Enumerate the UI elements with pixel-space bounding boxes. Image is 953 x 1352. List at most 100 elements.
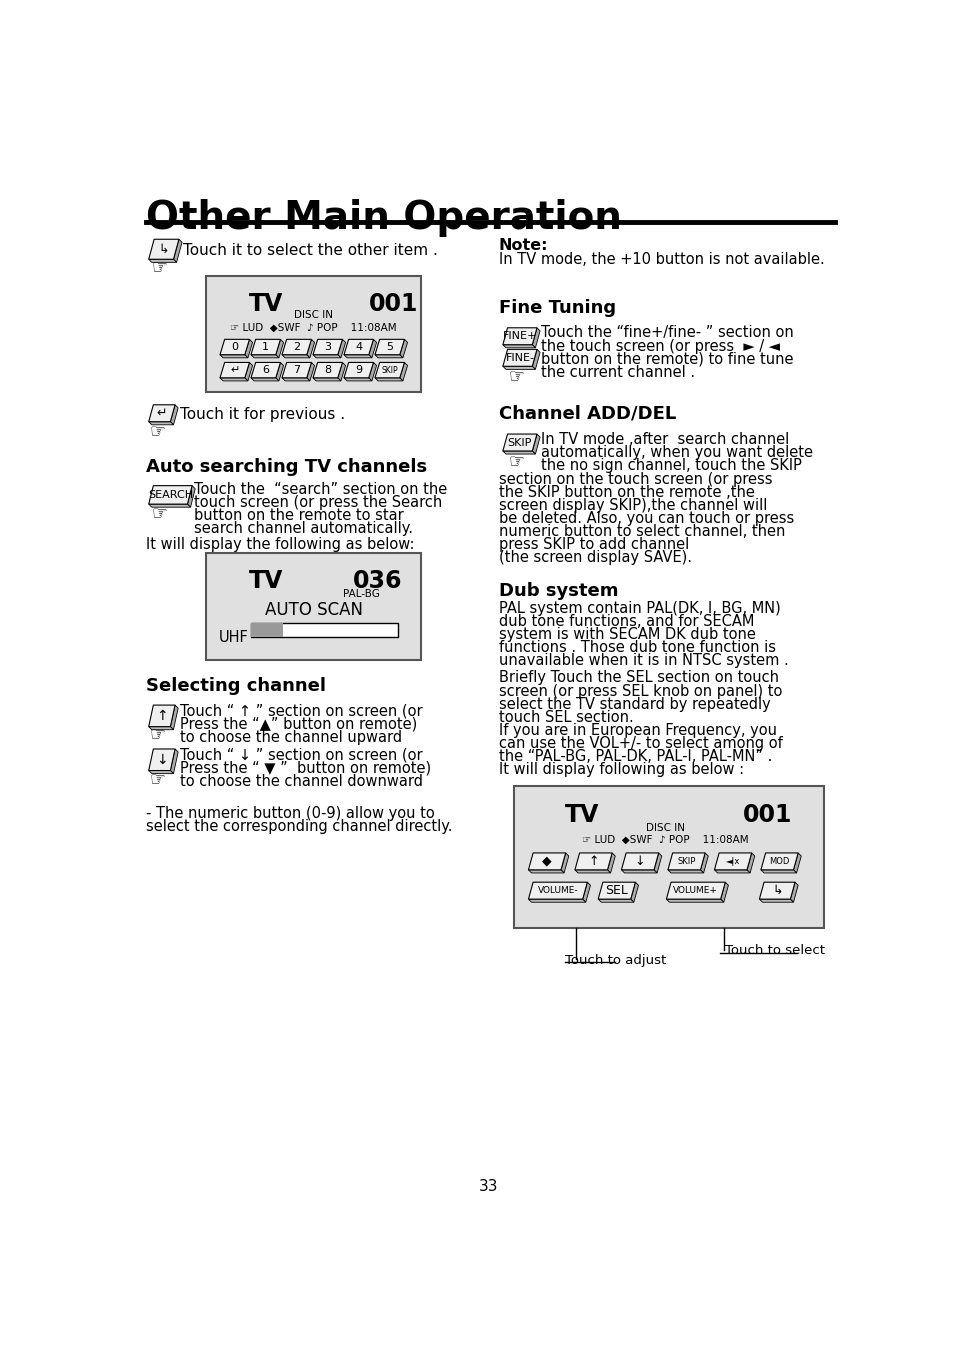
- Text: Channel ADD/DEL: Channel ADD/DEL: [498, 404, 676, 423]
- Polygon shape: [667, 869, 703, 873]
- Polygon shape: [532, 434, 539, 454]
- Text: Auto searching TV channels: Auto searching TV channels: [146, 458, 427, 476]
- Text: ↳: ↳: [771, 884, 781, 898]
- Text: SKIP: SKIP: [677, 857, 695, 865]
- Polygon shape: [251, 377, 278, 381]
- Bar: [514, 786, 823, 929]
- Text: the current channel .: the current channel .: [540, 365, 694, 380]
- Text: ◆: ◆: [541, 854, 551, 868]
- Text: can use the VOL+/- to select among of: can use the VOL+/- to select among of: [498, 735, 781, 750]
- Text: functions . Those dub tone function is: functions . Those dub tone function is: [498, 641, 775, 656]
- Polygon shape: [502, 327, 537, 345]
- Text: dub tone functions, and for SECAM: dub tone functions, and for SECAM: [498, 614, 754, 629]
- Polygon shape: [720, 883, 728, 902]
- Polygon shape: [502, 434, 537, 452]
- Text: MOD: MOD: [768, 857, 789, 865]
- Text: ☞ LUD  ◆SWF  ♪ POP    11:08AM: ☞ LUD ◆SWF ♪ POP 11:08AM: [581, 836, 748, 845]
- Text: Press the “▲” button on remote): Press the “▲” button on remote): [179, 717, 416, 731]
- Polygon shape: [307, 339, 314, 358]
- Text: TV: TV: [249, 569, 283, 592]
- Text: ↓: ↓: [156, 753, 168, 767]
- Polygon shape: [667, 853, 704, 869]
- Text: - The numeric button (0-9) allow you to: - The numeric button (0-9) allow you to: [146, 806, 435, 821]
- Polygon shape: [532, 349, 539, 369]
- Text: ☞: ☞: [150, 422, 166, 441]
- Polygon shape: [171, 404, 178, 425]
- Text: to choose the channel upward: to choose the channel upward: [179, 730, 401, 745]
- Text: PAL-BG: PAL-BG: [342, 589, 379, 599]
- Polygon shape: [620, 853, 658, 869]
- Text: Fine Tuning: Fine Tuning: [498, 299, 616, 316]
- Polygon shape: [313, 354, 340, 358]
- Polygon shape: [528, 883, 587, 899]
- Text: UHF: UHF: [218, 630, 248, 645]
- Polygon shape: [700, 853, 707, 873]
- Text: button on the remote) to fine tune: button on the remote) to fine tune: [540, 352, 793, 366]
- Text: Press the “ ▼ ”  button on remote): Press the “ ▼ ” button on remote): [179, 761, 431, 776]
- Text: Touch it for previous .: Touch it for previous .: [179, 407, 344, 422]
- Text: ↑: ↑: [156, 708, 168, 723]
- Polygon shape: [337, 339, 345, 358]
- Text: be deleted. Also, you can touch or press: be deleted. Also, you can touch or press: [498, 511, 794, 526]
- Text: DISC IN: DISC IN: [294, 310, 333, 320]
- Text: In TV mode ,after  search channel: In TV mode ,after search channel: [540, 431, 788, 446]
- Polygon shape: [654, 853, 661, 873]
- Polygon shape: [528, 869, 563, 873]
- Text: Touch it to select the other item .: Touch it to select the other item .: [183, 243, 437, 258]
- Text: (the screen display SAVE).: (the screen display SAVE).: [498, 550, 691, 565]
- Text: screen (or press SEL knob on panel) to: screen (or press SEL knob on panel) to: [498, 684, 781, 699]
- Polygon shape: [575, 853, 612, 869]
- Text: 6: 6: [262, 365, 269, 375]
- Polygon shape: [714, 869, 749, 873]
- Text: DISC IN: DISC IN: [645, 823, 684, 833]
- Text: screen display SKIP),the channel will: screen display SKIP),the channel will: [498, 498, 766, 512]
- Text: ☞: ☞: [150, 771, 166, 788]
- Text: ↵: ↵: [156, 407, 167, 419]
- Polygon shape: [502, 345, 535, 347]
- Text: ↳: ↳: [158, 243, 169, 256]
- Polygon shape: [149, 706, 174, 726]
- Text: VOLUME-: VOLUME-: [537, 886, 578, 895]
- Text: ☞: ☞: [507, 368, 523, 385]
- Text: to choose the channel downward: to choose the channel downward: [179, 773, 422, 788]
- Polygon shape: [149, 504, 191, 507]
- Text: touch screen (or press the Search: touch screen (or press the Search: [193, 495, 441, 510]
- Text: unavailable when it is in NTSC system .: unavailable when it is in NTSC system .: [498, 653, 788, 668]
- Text: 33: 33: [478, 1179, 498, 1194]
- Polygon shape: [344, 377, 372, 381]
- Polygon shape: [369, 339, 376, 358]
- Text: It will display the following as below:: It will display the following as below:: [146, 537, 415, 552]
- Polygon shape: [313, 362, 342, 377]
- Polygon shape: [607, 853, 615, 873]
- Bar: [206, 553, 421, 660]
- Text: Touch the  “search” section on the: Touch the “search” section on the: [193, 481, 446, 496]
- Text: FINE+: FINE+: [502, 331, 537, 341]
- Text: Touch to adjust: Touch to adjust: [564, 953, 665, 967]
- Polygon shape: [598, 883, 635, 899]
- Polygon shape: [282, 377, 310, 381]
- Polygon shape: [575, 869, 610, 873]
- Text: touch SEL section.: touch SEL section.: [498, 710, 633, 725]
- Text: 036: 036: [353, 569, 402, 592]
- Polygon shape: [344, 354, 372, 358]
- Text: ☞: ☞: [152, 258, 168, 276]
- Polygon shape: [282, 339, 311, 354]
- Text: SKIP: SKIP: [381, 365, 397, 375]
- Bar: [251, 623, 283, 637]
- Text: 7: 7: [293, 365, 300, 375]
- Polygon shape: [375, 354, 402, 358]
- Text: In TV mode, the +10 button is not available.: In TV mode, the +10 button is not availa…: [498, 251, 824, 266]
- Polygon shape: [714, 853, 751, 869]
- Text: the “PAL-BG, PAL-DK, PAL-I, PAL-MN” .: the “PAL-BG, PAL-DK, PAL-I, PAL-MN” .: [498, 749, 772, 764]
- Text: 2: 2: [293, 342, 300, 352]
- Polygon shape: [313, 339, 342, 354]
- Polygon shape: [598, 899, 633, 902]
- Text: 5: 5: [386, 342, 393, 352]
- Polygon shape: [171, 749, 178, 773]
- Polygon shape: [251, 339, 280, 354]
- Polygon shape: [275, 362, 283, 381]
- Polygon shape: [759, 899, 793, 902]
- Text: Other Main Operation: Other Main Operation: [146, 199, 621, 237]
- Polygon shape: [149, 239, 179, 260]
- Polygon shape: [282, 362, 311, 377]
